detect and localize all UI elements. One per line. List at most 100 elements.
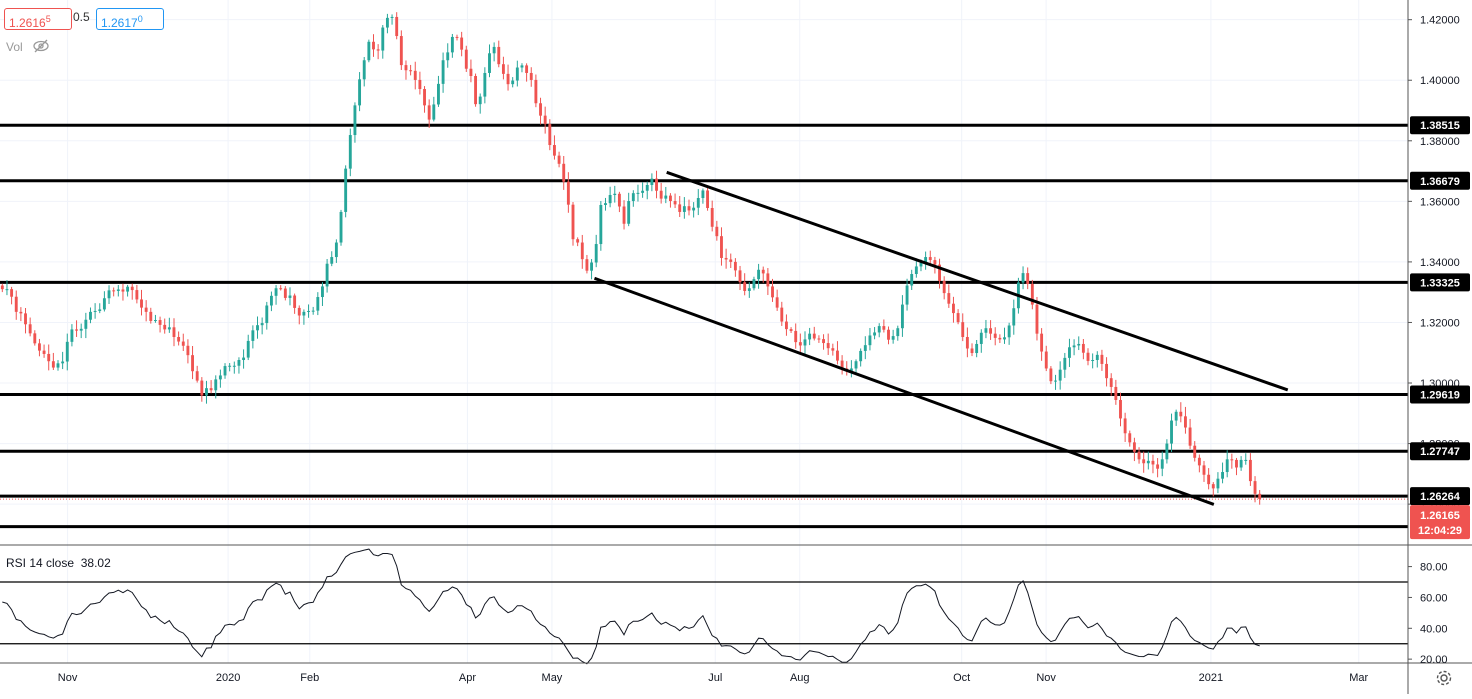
candle: [784, 314, 788, 336]
candle: [65, 333, 69, 371]
candle-body: [297, 307, 301, 316]
level-price-tag: [1410, 273, 1470, 292]
candle: [1151, 454, 1155, 474]
candle: [520, 63, 524, 73]
candle-body: [817, 338, 821, 340]
candle: [344, 165, 348, 218]
bid-price-box[interactable]: 1.26165: [4, 8, 72, 30]
candle-body: [984, 328, 988, 333]
rsi-pane: [0, 548, 1408, 665]
candle-body: [372, 41, 375, 50]
candle: [93, 303, 97, 319]
candle-body: [520, 65, 524, 68]
level-price-label: 1.33325: [1420, 277, 1460, 289]
candle-body: [348, 135, 352, 169]
candle-body: [784, 321, 788, 330]
candle: [655, 170, 658, 199]
candle: [590, 259, 594, 280]
candle-body: [353, 105, 357, 136]
candle-body: [808, 333, 812, 340]
candle: [149, 307, 153, 324]
candle: [191, 345, 194, 380]
candle-body: [747, 288, 751, 291]
eye-off-icon[interactable]: [32, 38, 50, 54]
candle: [376, 44, 380, 60]
candle-body: [877, 326, 881, 333]
candle: [961, 313, 965, 342]
candle-body: [900, 304, 904, 329]
candle: [200, 377, 204, 402]
trend-channel-upper: [666, 170, 1289, 392]
candle-body: [701, 190, 705, 199]
candle: [1132, 437, 1136, 462]
candle-body: [1235, 459, 1238, 468]
candle-body: [478, 96, 482, 105]
candle-body: [316, 297, 320, 311]
candle: [75, 320, 78, 337]
candle: [511, 77, 515, 88]
candle-body: [1049, 368, 1053, 382]
candle: [218, 369, 222, 388]
candle-body: [307, 310, 310, 312]
candle-body: [506, 73, 510, 85]
candle: [1044, 345, 1048, 372]
countdown-label: 12:04:29: [1418, 525, 1462, 537]
candle: [311, 306, 315, 315]
candle: [1128, 430, 1132, 447]
candle: [580, 234, 584, 269]
candle-body: [399, 36, 403, 66]
candle: [562, 155, 566, 190]
candle: [1026, 267, 1030, 290]
candle: [849, 360, 853, 378]
candle: [1253, 476, 1257, 503]
candle-body: [158, 320, 162, 325]
candle: [529, 67, 533, 87]
candle-body: [56, 363, 60, 368]
candle: [14, 290, 18, 320]
candle-body: [1012, 308, 1016, 326]
candle-body: [868, 335, 872, 346]
candle-body: [553, 145, 556, 156]
candle-body: [659, 190, 663, 199]
candle-body: [469, 68, 473, 76]
candle: [1119, 392, 1122, 427]
candle-body: [121, 289, 125, 292]
candle: [641, 182, 645, 198]
gear-icon[interactable]: [1434, 668, 1454, 688]
candle: [1049, 366, 1053, 385]
candle: [56, 360, 60, 371]
candle: [826, 333, 830, 355]
candle: [381, 25, 385, 59]
candle-body: [251, 330, 255, 341]
candle-body: [761, 269, 765, 274]
candle: [325, 259, 329, 293]
candle: [446, 43, 450, 68]
candle-body: [0, 285, 4, 290]
candle-body: [1003, 337, 1006, 340]
bid-price: 1.2616: [9, 16, 46, 30]
candle: [979, 329, 983, 353]
candle-body: [330, 257, 334, 264]
candle-body: [1184, 416, 1187, 428]
candle: [1142, 451, 1146, 473]
candle-body: [488, 53, 491, 73]
candle-body: [75, 329, 78, 331]
candle-body: [743, 282, 747, 291]
ask-price-box[interactable]: 1.26170: [96, 8, 164, 30]
time-axis-label: Aug: [790, 672, 810, 684]
candle: [116, 285, 120, 297]
candles: [0, 12, 1262, 505]
candle-body: [766, 273, 770, 287]
ask-price-pip: 0: [137, 14, 143, 24]
time-axis-label: Oct: [953, 672, 970, 684]
candle-body: [873, 332, 877, 336]
candle-body: [107, 290, 111, 299]
candle-body: [385, 17, 389, 28]
candle: [98, 303, 102, 314]
candle-body: [543, 115, 547, 125]
candle: [761, 266, 765, 283]
candle: [539, 97, 542, 125]
candle: [107, 285, 111, 304]
